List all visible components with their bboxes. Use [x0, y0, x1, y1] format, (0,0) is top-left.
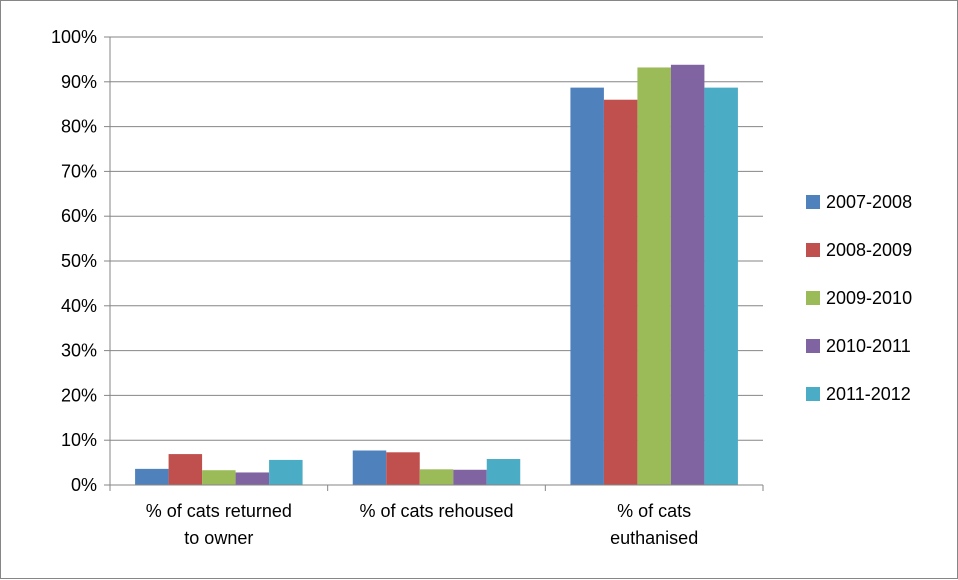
legend-label-2010-2011: 2010-2011	[826, 336, 911, 356]
legend-label-2008-2009: 2008-2009	[826, 240, 912, 260]
bar-2011-2012-cat1	[269, 459, 303, 485]
y-tick-labels: 0% 10% 20% 30% 40% 50% 60% 70% 80% 90% 100%	[51, 27, 97, 495]
y-tick-label: 20%	[61, 385, 97, 405]
legend-label-2007-2008: 2007-2008	[826, 192, 912, 212]
legend: 2007-2008 2008-2009 2009-2010 2010-2011 2011…	[806, 192, 912, 404]
y-tick-label: 80%	[61, 117, 97, 137]
y-tick-label: 50%	[61, 251, 97, 271]
bar-2010-2011-cat1	[235, 472, 270, 485]
legend-swatch-2008-2009	[806, 243, 820, 257]
axes	[104, 36, 764, 491]
bar-2009-2010-cat2	[419, 469, 454, 485]
x-tick-labels: % of cats returned to owner % of cats reho…	[146, 501, 698, 548]
y-tick-label: 100%	[51, 27, 97, 47]
x-tick-label: % of cats rehoused	[359, 501, 513, 521]
bar-2011-2012-cat2	[486, 459, 521, 485]
y-tick-label: 0%	[71, 475, 97, 495]
bar-2007-2008-cat3	[570, 87, 604, 486]
legend-swatch-2009-2010	[806, 291, 820, 305]
bars	[135, 64, 738, 486]
y-tick-label: 40%	[61, 296, 97, 316]
y-tick-label: 30%	[61, 341, 97, 361]
bar-2007-2008-cat1	[135, 468, 169, 485]
y-tick-label: 60%	[61, 206, 97, 226]
bar-2008-2009-cat1	[168, 454, 203, 485]
legend-swatch-2007-2008	[806, 195, 820, 209]
legend-label-2011-2012: 2011-2012	[826, 384, 911, 404]
legend-swatch-2011-2012	[806, 387, 820, 401]
bar-2011-2012-cat3	[704, 87, 738, 486]
x-tick-label: % of cats returned to owner	[146, 501, 292, 548]
bar-2010-2011-cat2	[453, 469, 487, 485]
bar-2009-2010-cat1	[202, 470, 236, 485]
bar-2007-2008-cat2	[352, 450, 387, 485]
legend-label-2009-2010: 2009-2010	[826, 288, 912, 308]
gridlines	[110, 36, 763, 441]
y-tick-label: 90%	[61, 72, 97, 92]
bar-2008-2009-cat2	[386, 452, 420, 485]
y-tick-label: 70%	[61, 161, 97, 181]
bar-2009-2010-cat3	[637, 67, 671, 486]
legend-swatch-2010-2011	[806, 339, 820, 353]
bar-2008-2009-cat3	[603, 99, 638, 485]
bar-2010-2011-cat3	[670, 64, 705, 485]
y-tick-label: 10%	[61, 430, 97, 450]
x-tick-label: % of cats euthanised	[610, 501, 698, 548]
